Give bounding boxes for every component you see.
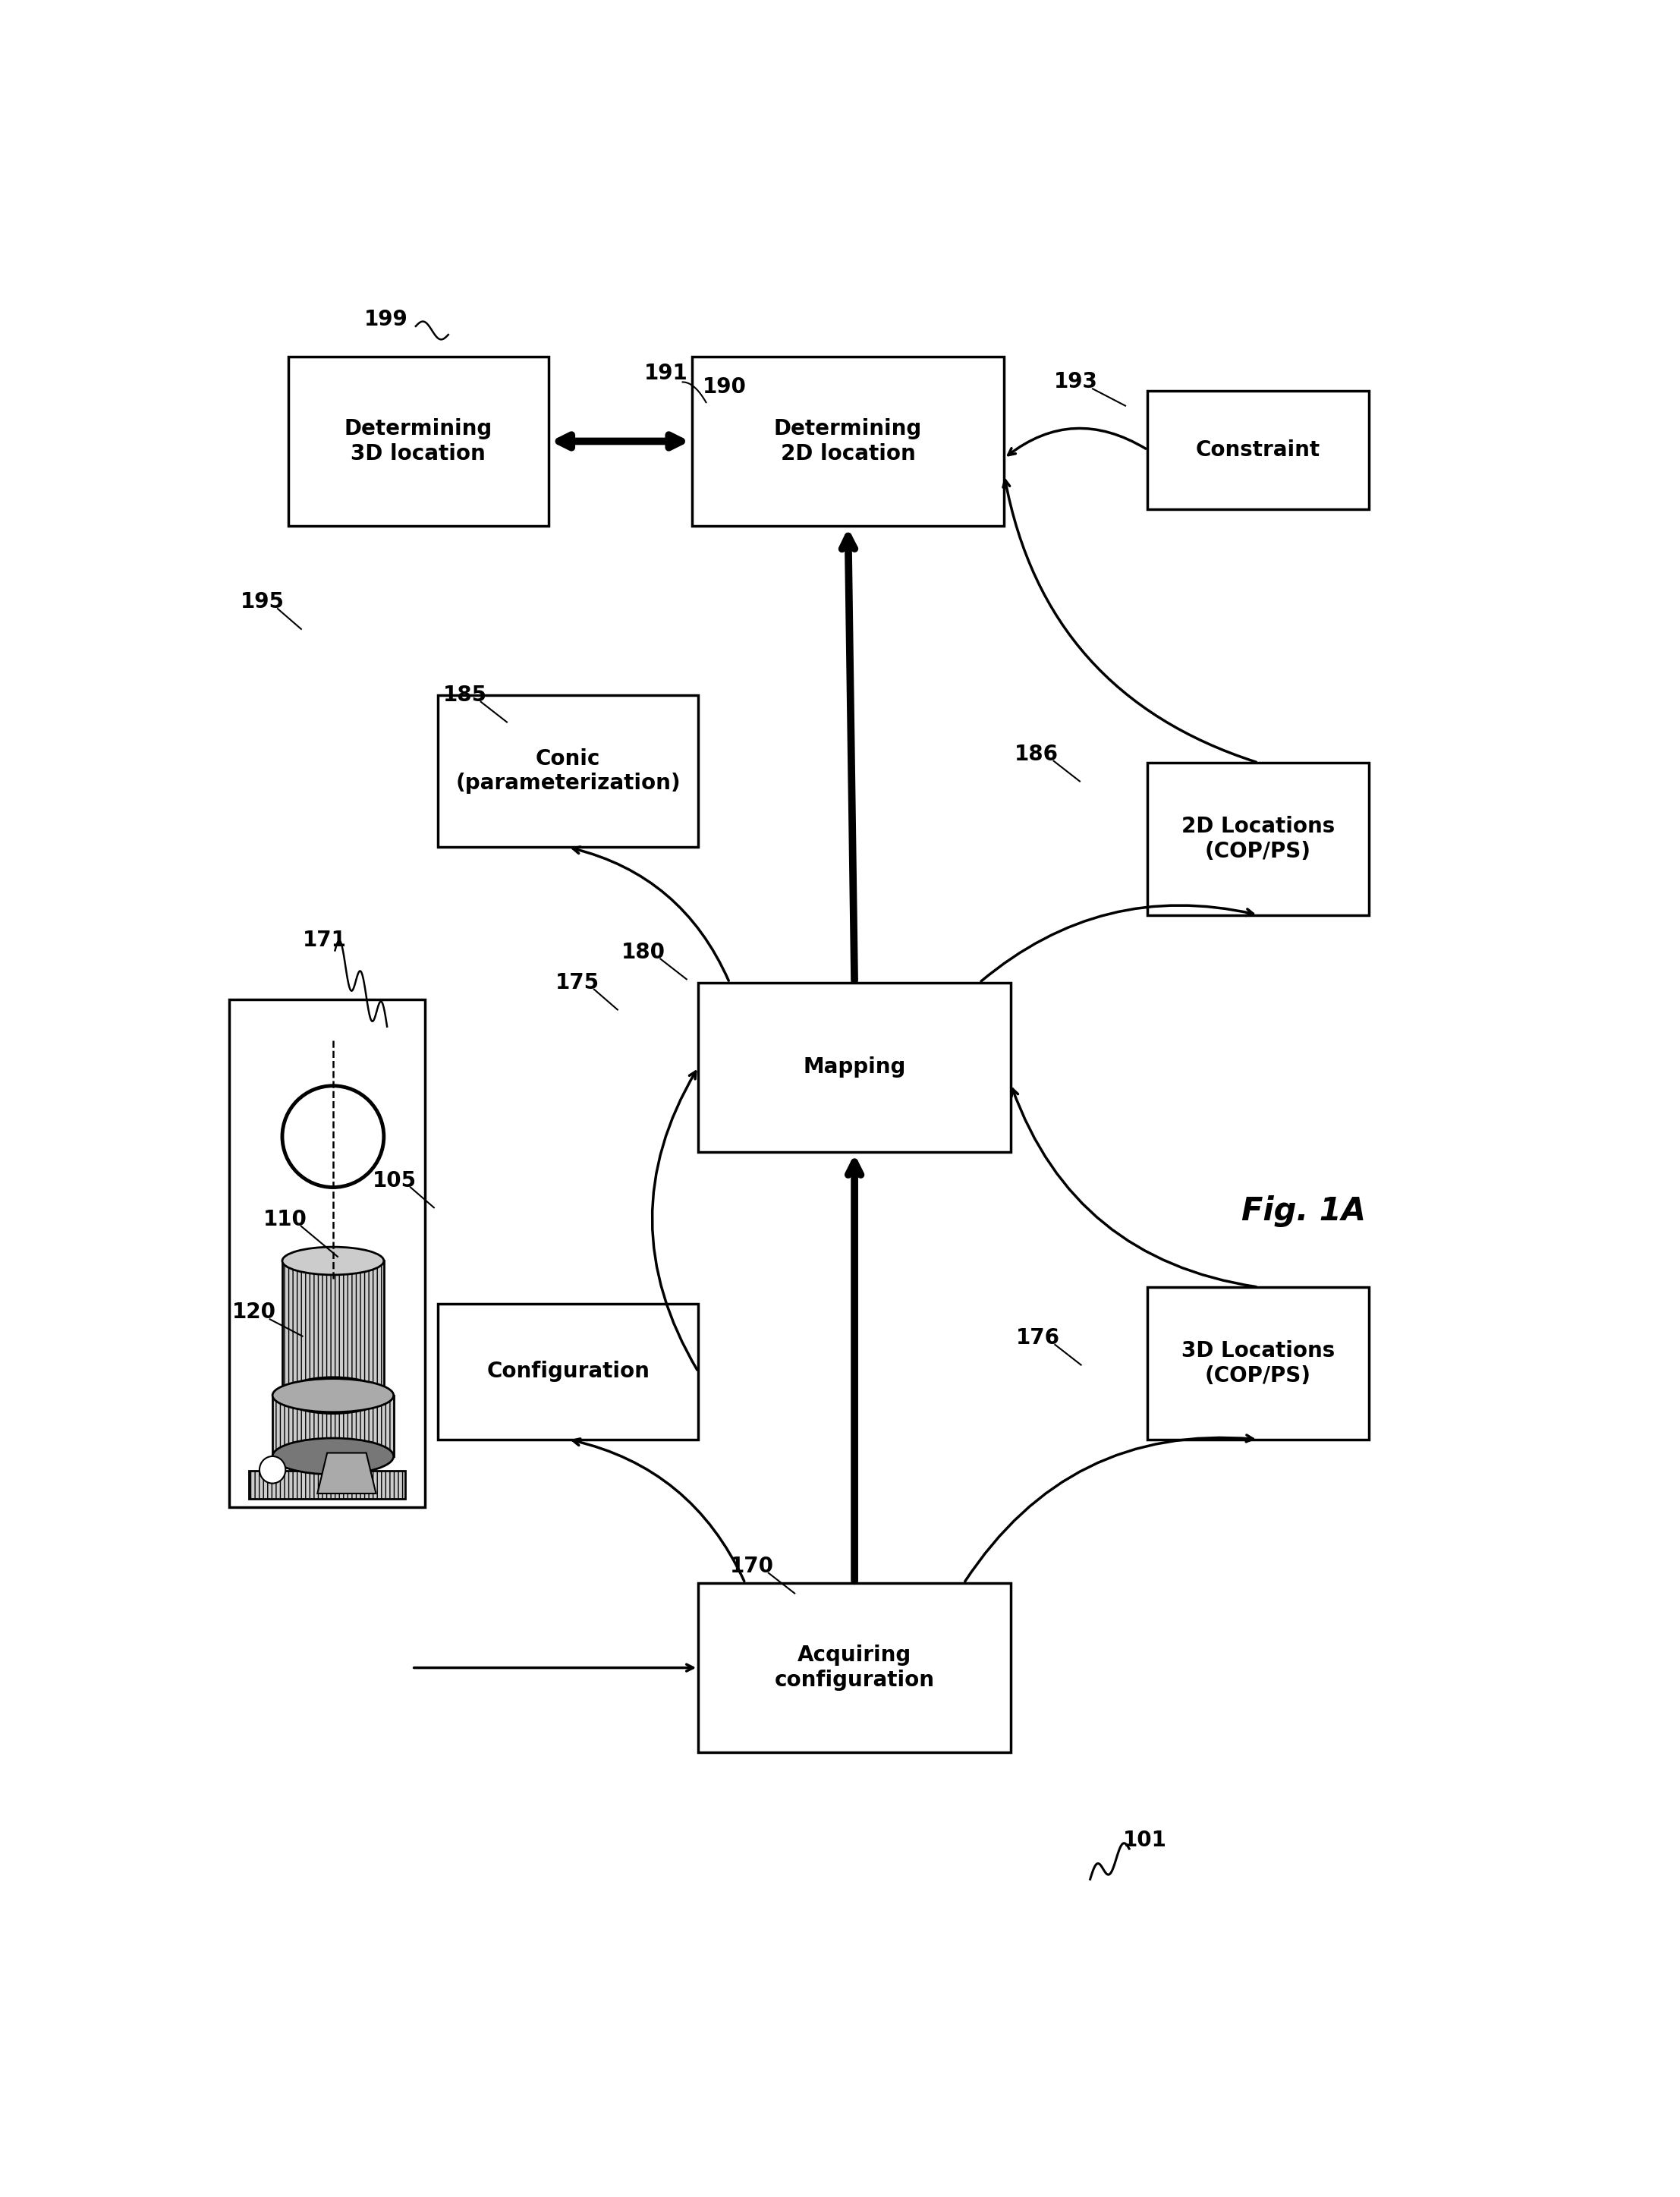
Text: Fig. 1A: Fig. 1A xyxy=(1242,1195,1366,1226)
FancyBboxPatch shape xyxy=(289,356,548,525)
Text: Determining
3D location: Determining 3D location xyxy=(344,417,492,464)
Ellipse shape xyxy=(272,1439,393,1474)
Ellipse shape xyxy=(282,1248,383,1274)
Text: 176: 176 xyxy=(1016,1327,1060,1349)
Text: 180: 180 xyxy=(622,943,665,962)
FancyBboxPatch shape xyxy=(438,1305,699,1439)
Text: Determining
2D location: Determining 2D location xyxy=(774,417,922,464)
Text: 170: 170 xyxy=(729,1555,773,1577)
Text: 186: 186 xyxy=(1015,743,1058,765)
FancyBboxPatch shape xyxy=(699,1584,1011,1753)
Bar xyxy=(249,1470,405,1498)
Text: 190: 190 xyxy=(702,376,746,398)
FancyBboxPatch shape xyxy=(1147,1287,1369,1439)
Text: 193: 193 xyxy=(1053,371,1097,393)
Text: 120: 120 xyxy=(232,1303,276,1323)
Ellipse shape xyxy=(282,1085,383,1186)
Text: 171: 171 xyxy=(302,929,346,951)
Text: 175: 175 xyxy=(554,971,600,993)
Text: 110: 110 xyxy=(264,1208,307,1230)
Text: 3D Locations
(COP/PS): 3D Locations (COP/PS) xyxy=(1181,1340,1336,1386)
Text: Configuration: Configuration xyxy=(487,1362,650,1382)
Text: Acquiring
configuration: Acquiring configuration xyxy=(774,1646,934,1692)
Ellipse shape xyxy=(272,1380,393,1413)
Text: Constraint: Constraint xyxy=(1196,439,1320,461)
FancyBboxPatch shape xyxy=(692,356,1005,525)
FancyBboxPatch shape xyxy=(438,694,699,848)
Text: 185: 185 xyxy=(444,685,487,705)
Text: Conic
(parameterization): Conic (parameterization) xyxy=(455,749,680,793)
FancyBboxPatch shape xyxy=(1147,762,1369,914)
Ellipse shape xyxy=(259,1457,286,1483)
Text: 199: 199 xyxy=(365,310,408,330)
Ellipse shape xyxy=(282,1378,383,1413)
Text: 105: 105 xyxy=(373,1171,417,1191)
Text: 2D Locations
(COP/PS): 2D Locations (COP/PS) xyxy=(1181,815,1336,861)
Bar xyxy=(282,1261,383,1395)
Text: 101: 101 xyxy=(1122,1830,1168,1850)
Text: 195: 195 xyxy=(240,591,284,613)
FancyBboxPatch shape xyxy=(230,1000,425,1507)
Text: 191: 191 xyxy=(643,363,687,384)
Text: Mapping: Mapping xyxy=(803,1057,906,1079)
FancyBboxPatch shape xyxy=(699,982,1011,1151)
Polygon shape xyxy=(318,1452,376,1494)
Bar xyxy=(272,1395,393,1457)
FancyBboxPatch shape xyxy=(1147,391,1369,510)
